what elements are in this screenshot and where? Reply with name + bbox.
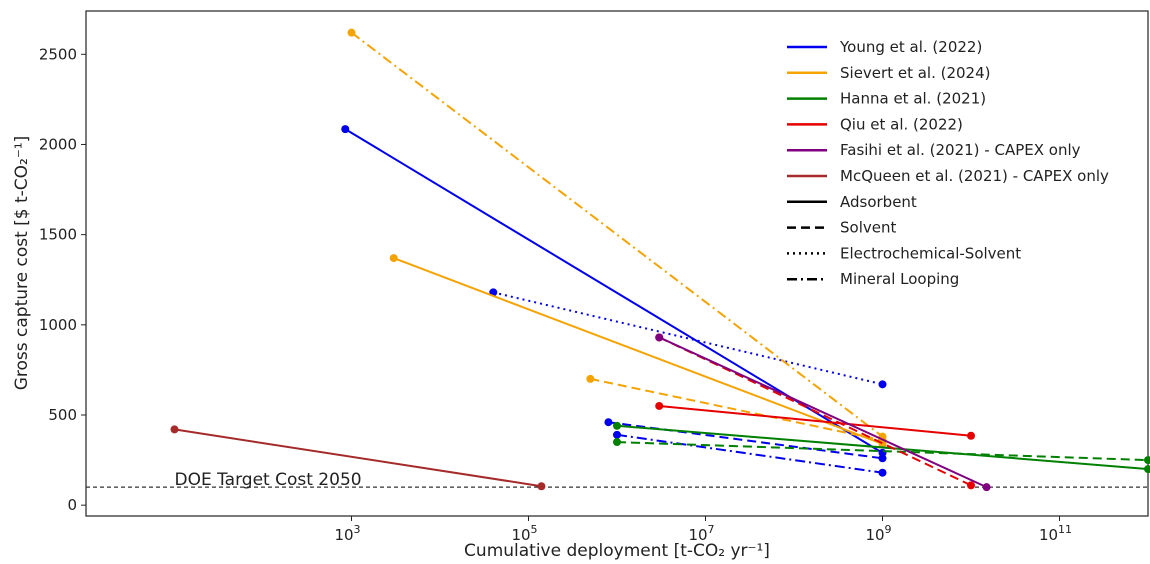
data-point-hanna-et-al-2021-solvent-1 bbox=[613, 438, 621, 447]
y-tick-label-2500: 2500 bbox=[39, 45, 77, 63]
x-tick-exponent-7: 7 bbox=[708, 523, 715, 536]
legend-label-electrochemical-solvent: Electrochemical-Solvent bbox=[840, 244, 1021, 262]
y-axis-title: Gross capture cost [$ t-CO₂⁻¹] bbox=[12, 136, 32, 391]
x-tick-exponent-3: 3 bbox=[354, 523, 361, 536]
series-line-sievert-et-al-2024-solvent bbox=[590, 377, 883, 442]
series-line-young-et-al-2022-mineral-looping bbox=[616, 433, 883, 474]
x-tick-exponent-9: 9 bbox=[885, 523, 892, 536]
y-tick-label-0: 0 bbox=[67, 496, 77, 514]
legend-label-fasihi-et-al-2021-capex-only: Fasihi et al. (2021) - CAPEX only bbox=[840, 141, 1081, 159]
legend-label-adsorbent: Adsorbent bbox=[840, 193, 917, 211]
data-point-fasihi-et-al-2021-capex-only-adsorbent-2 bbox=[982, 483, 991, 492]
series-line-sievert-et-al-2024-adsorbent bbox=[393, 257, 883, 445]
x-tick-exponent-11: 11 bbox=[1058, 523, 1072, 536]
legend: Young et al. (2022) Sievert et al. (2024)… bbox=[787, 38, 1109, 288]
legend-label-sievert-et-al-2024: Sievert et al. (2024) bbox=[840, 64, 991, 82]
data-point-hanna-et-al-2021-solvent-2 bbox=[1144, 456, 1150, 465]
legend-label-mineral-looping: Mineral Looping bbox=[840, 270, 959, 288]
data-point-mcqueen-et-al-2021-capex-only-adsorbent-1 bbox=[170, 425, 179, 434]
legend-label-mcqueen-et-al-2021-capex-only: McQueen et al. (2021) - CAPEX only bbox=[840, 167, 1109, 185]
legend-label-young-et-al-2022: Young et al. (2022) bbox=[839, 38, 982, 56]
data-point-sievert-et-al-2024-mineral-looping-1 bbox=[347, 28, 356, 37]
legend-label-qiu-et-al-2022: Qiu et al. (2022) bbox=[840, 115, 963, 133]
data-point-young-et-al-2022-electrochemical-solvent-2 bbox=[878, 380, 887, 389]
x-tick-label-3: 103 bbox=[334, 523, 360, 544]
data-point-sievert-et-al-2024-adsorbent-1 bbox=[389, 254, 398, 263]
series-line-hanna-et-al-2021-adsorbent bbox=[616, 424, 1149, 471]
data-point-young-et-al-2022-solvent-1 bbox=[604, 418, 613, 427]
legend-label-solvent: Solvent bbox=[840, 219, 896, 237]
y-tick-label-1500: 1500 bbox=[39, 226, 77, 244]
data-point-mcqueen-et-al-2021-capex-only-adsorbent-2 bbox=[537, 482, 546, 491]
data-point-hanna-et-al-2021-adsorbent-1 bbox=[613, 421, 621, 430]
data-point-young-et-al-2022-adsorbent-1 bbox=[341, 125, 350, 134]
y-tick-label-2000: 2000 bbox=[39, 135, 77, 153]
data-point-young-et-al-2022-mineral-looping-1 bbox=[613, 430, 621, 439]
data-point-sievert-et-al-2024-solvent-1 bbox=[586, 374, 595, 383]
data-point-fasihi-et-al-2021-capex-only-adsorbent-1 bbox=[655, 333, 664, 342]
legend-label-hanna-et-al-2021: Hanna et al. (2021) bbox=[840, 90, 986, 108]
data-point-young-et-al-2022-mineral-looping-2 bbox=[878, 468, 887, 477]
x-axis: 103 105 107 109 1011 bbox=[334, 516, 1072, 544]
y-tick-label-1000: 1000 bbox=[39, 316, 77, 334]
series-line-young-et-al-2022-electrochemical-solvent bbox=[493, 291, 883, 386]
x-tick-exponent-5: 5 bbox=[531, 523, 538, 536]
data-point-qiu-et-al-2022-adsorbent-1 bbox=[655, 401, 664, 410]
series-layer bbox=[170, 28, 1150, 492]
y-axis: 0 500 1000 1500 2000 2500 bbox=[39, 45, 86, 514]
data-point-hanna-et-al-2021-adsorbent-2 bbox=[1144, 465, 1150, 474]
y-tick-label-500: 500 bbox=[48, 406, 77, 424]
series-line-hanna-et-al-2021-solvent bbox=[616, 441, 1149, 462]
series-line-mcqueen-et-al-2021-capex-only-adsorbent bbox=[174, 428, 542, 488]
data-point-young-et-al-2022-solvent-2 bbox=[878, 454, 887, 463]
series-line-qiu-et-al-2022-adsorbent bbox=[659, 405, 972, 437]
reference-line-label: DOE Target Cost 2050 bbox=[175, 470, 362, 490]
x-tick-label-11: 1011 bbox=[1039, 523, 1072, 544]
series-line-fasihi-et-al-2021-capex-only-adsorbent bbox=[658, 336, 988, 489]
data-point-qiu-et-al-2022-adsorbent-2 bbox=[967, 431, 975, 440]
x-axis-title: Cumulative deployment [t-CO₂ yr⁻¹] bbox=[464, 541, 770, 561]
data-point-qiu-et-al-2022-solvent-2 bbox=[967, 481, 975, 490]
x-tick-label-9: 109 bbox=[865, 523, 891, 544]
